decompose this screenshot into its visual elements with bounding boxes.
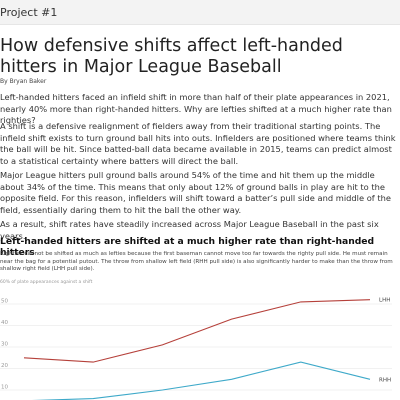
series-line-lhh	[23, 299, 371, 363]
top-bar: Project #1	[0, 0, 400, 25]
shift-rate-line-chart: 10 20 30 40 50 LHH RHH	[0, 298, 392, 400]
chart-title: Left-handed hitters are shifted at a muc…	[0, 236, 375, 258]
y-tick-label: 40	[1, 320, 8, 326]
paragraph-4: As a result, shift rates have steadily i…	[0, 219, 379, 241]
series-label-lhh: LHH	[379, 298, 390, 304]
series-line-rhh	[31, 361, 371, 400]
byline: By Bryan Baker	[0, 78, 47, 85]
paragraph-3: Major League hitters pull ground balls a…	[0, 170, 391, 215]
chart-subtitle: Righties cannot be shifted as much as le…	[0, 251, 393, 273]
article-title: How defensive shifts affect left-handed …	[0, 36, 343, 77]
y-tick-label: 20	[1, 363, 8, 369]
y-tick-label: 10	[1, 385, 8, 391]
series-label-rhh: RHH	[379, 377, 391, 383]
y-tick-label: 50	[1, 299, 8, 305]
paragraph-1: Left-handed hitters faced an infield shi…	[0, 92, 392, 126]
y-tick-label: 30	[1, 342, 8, 348]
project-label: Project #1	[0, 6, 58, 19]
chart-y-axis-label: 60% of plate appearances against a shift	[0, 280, 93, 285]
paragraph-2: A shift is a defensive realignment of fi…	[0, 121, 396, 166]
